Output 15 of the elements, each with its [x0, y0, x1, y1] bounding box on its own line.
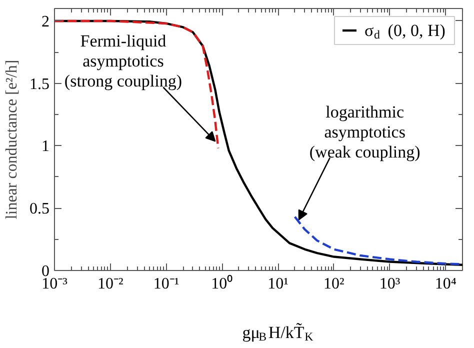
annotation: logarithmic asymptotics (weak coupling) [309, 102, 420, 162]
y-tick-label: 2 [42, 13, 50, 30]
y-axis-title: linear conductance [e²/h] [4, 60, 20, 220]
annotation: Fermi-liquid asymptotics (strong coupling) [64, 32, 182, 91]
x-tick-label: 10⁴ [434, 276, 457, 292]
x-tick-label: 10⁻² [97, 276, 124, 292]
x-tick-label: 10³ [379, 276, 400, 292]
x-tick-label: 10⁻¹ [153, 276, 180, 292]
y-tick-label: 1.5 [30, 76, 50, 93]
y-tick-label: 0.5 [30, 200, 50, 218]
x-tick-label: 10⁰ [211, 274, 234, 292]
x-tick-label: 10⁻³ [42, 276, 68, 292]
x-tick-label: 10¹ [268, 276, 289, 292]
x-tick-label: 10² [324, 276, 345, 292]
y-tick-label: 1 [42, 138, 50, 156]
